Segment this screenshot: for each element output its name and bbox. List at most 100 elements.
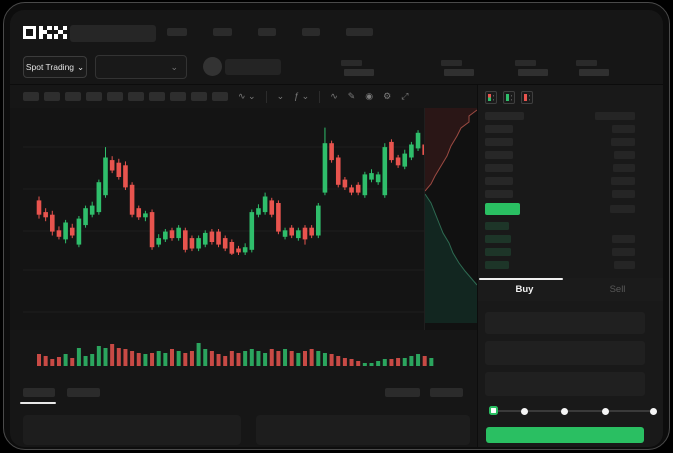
bottom-tabs <box>23 388 100 397</box>
price-placeholder <box>485 261 509 269</box>
chart-type-icon[interactable]: ∿ ⌄ <box>238 91 256 101</box>
bottom-action-placeholder[interactable] <box>430 388 463 397</box>
chart-tools: ∿ ⌄ ⌄ ƒ ⌄ ∿ ✎ ◉ ⚙ ⤢ <box>238 89 408 104</box>
top-nav <box>167 28 373 36</box>
candlestick-chart[interactable] <box>10 108 477 330</box>
trade-side-tabs: Buy Sell <box>478 278 663 301</box>
amount-placeholder <box>612 190 635 198</box>
timeframe-button[interactable] <box>86 92 102 101</box>
last-price-row <box>485 203 635 215</box>
slider-stop[interactable] <box>601 407 609 415</box>
order-form-input[interactable] <box>485 341 645 365</box>
amount-placeholder <box>613 164 635 172</box>
okx-logo-o <box>23 25 36 39</box>
bottom-tabs-right-actions <box>385 388 463 397</box>
amount-placeholder <box>595 112 635 120</box>
order-book-ask-row[interactable] <box>485 112 635 120</box>
interval-chevron-icon[interactable]: ⌄ <box>276 91 285 101</box>
bottom-action-placeholder[interactable] <box>385 388 420 397</box>
slider-stop[interactable] <box>521 407 529 415</box>
tab-sell[interactable]: Sell <box>609 284 626 295</box>
bottom-tab-active[interactable] <box>23 388 55 397</box>
nav-item-placeholder[interactable] <box>213 28 232 36</box>
timeframe-button[interactable] <box>128 92 144 101</box>
amount-slider[interactable] <box>489 405 659 417</box>
stat-label-placeholder <box>341 60 362 66</box>
fullscreen-icon[interactable]: ⤢ <box>401 91 409 101</box>
timeframe-button[interactable] <box>23 92 39 101</box>
line-tool-icon[interactable]: ∿ <box>330 91 338 101</box>
screenshot-icon[interactable]: ◉ <box>365 91 374 101</box>
nav-item-placeholder[interactable] <box>258 28 276 36</box>
okx-logo <box>23 24 67 40</box>
volume-bars <box>37 343 434 366</box>
stat-label-placeholder <box>576 60 597 66</box>
pair-selector-dropdown[interactable]: ⌄ <box>95 55 187 79</box>
order-book-ask-row[interactable] <box>485 125 635 133</box>
ticker-stat <box>515 60 548 76</box>
okx-logo-k <box>38 25 52 39</box>
market-type-dropdown[interactable]: Spot Trading ⌄ <box>23 56 87 78</box>
order-form-input[interactable] <box>485 372 645 396</box>
candles-canvas[interactable] <box>23 110 437 330</box>
order-book-ask-row[interactable] <box>485 138 635 146</box>
timeframe-button[interactable] <box>170 92 186 101</box>
buy-submit-button[interactable] <box>486 427 644 443</box>
orders-table-panel <box>23 415 241 445</box>
price-placeholder <box>485 235 511 243</box>
indicators-icon[interactable]: ƒ ⌄ <box>294 91 310 101</box>
price-placeholder <box>485 177 513 185</box>
history-table-panel <box>256 415 470 445</box>
slider-handle[interactable] <box>489 406 498 415</box>
ticker-stat <box>341 60 374 76</box>
order-book-ask-row[interactable] <box>485 190 635 198</box>
nav-item-placeholder[interactable] <box>346 28 373 36</box>
tab-buy[interactable]: Buy <box>515 284 534 295</box>
stat-value-placeholder <box>344 69 374 76</box>
slider-track[interactable] <box>491 410 657 412</box>
timeframe-button[interactable] <box>149 92 165 101</box>
order-form-input[interactable] <box>485 312 645 334</box>
timeframe-button[interactable] <box>191 92 207 101</box>
stat-value-placeholder <box>444 69 474 76</box>
amount-placeholder <box>611 138 635 146</box>
device-frame: Spot Trading ⌄ ⌄ ∿ ⌄ ⌄ ƒ ⌄ ∿ ✎ ◉ ⚙ ⤢ <box>3 2 670 450</box>
amount-placeholder <box>614 151 635 159</box>
search-input[interactable] <box>70 25 156 42</box>
slider-stop[interactable] <box>650 407 657 415</box>
timeframe-button[interactable] <box>65 92 81 101</box>
book-view-asks-icon[interactable] <box>521 91 533 104</box>
chevron-down-icon: ⌄ <box>170 61 178 72</box>
nav-item-placeholder[interactable] <box>167 28 187 36</box>
order-book-view-toggles <box>485 91 533 104</box>
draw-tool-icon[interactable]: ✎ <box>347 91 356 101</box>
slider-stop[interactable] <box>561 407 569 415</box>
order-book-bid-row[interactable] <box>485 222 635 230</box>
bottom-tab-active-underline <box>20 402 56 404</box>
amount-placeholder <box>612 235 635 243</box>
nav-item-placeholder[interactable] <box>302 28 320 36</box>
order-book-panel: Buy Sell <box>477 85 663 447</box>
book-view-bids-icon[interactable] <box>503 91 515 104</box>
timeframe-button[interactable] <box>44 92 60 101</box>
timeframe-button[interactable] <box>212 92 228 101</box>
order-book-bid-row[interactable] <box>485 235 635 243</box>
chart-settings-icon[interactable]: ⚙ <box>383 91 392 101</box>
timeframe-button[interactable] <box>107 92 123 101</box>
book-view-combined-icon[interactable] <box>485 91 497 104</box>
bottom-tab[interactable] <box>67 388 100 397</box>
amount-placeholder <box>614 261 635 269</box>
ticker-stat <box>441 60 474 76</box>
order-book-bid-row[interactable] <box>485 261 635 269</box>
order-book-ask-row[interactable] <box>485 164 635 172</box>
order-book-ask-row[interactable] <box>485 177 635 185</box>
price-placeholder <box>485 125 513 133</box>
pair-avatar <box>203 57 222 76</box>
price-placeholder <box>485 222 509 230</box>
order-book-ask-row[interactable] <box>485 151 635 159</box>
price-placeholder <box>485 190 513 198</box>
header-divider <box>10 84 663 85</box>
order-book-bid-row[interactable] <box>485 248 635 256</box>
ticker-stat <box>576 60 609 76</box>
timeframe-toolbar <box>23 92 228 101</box>
